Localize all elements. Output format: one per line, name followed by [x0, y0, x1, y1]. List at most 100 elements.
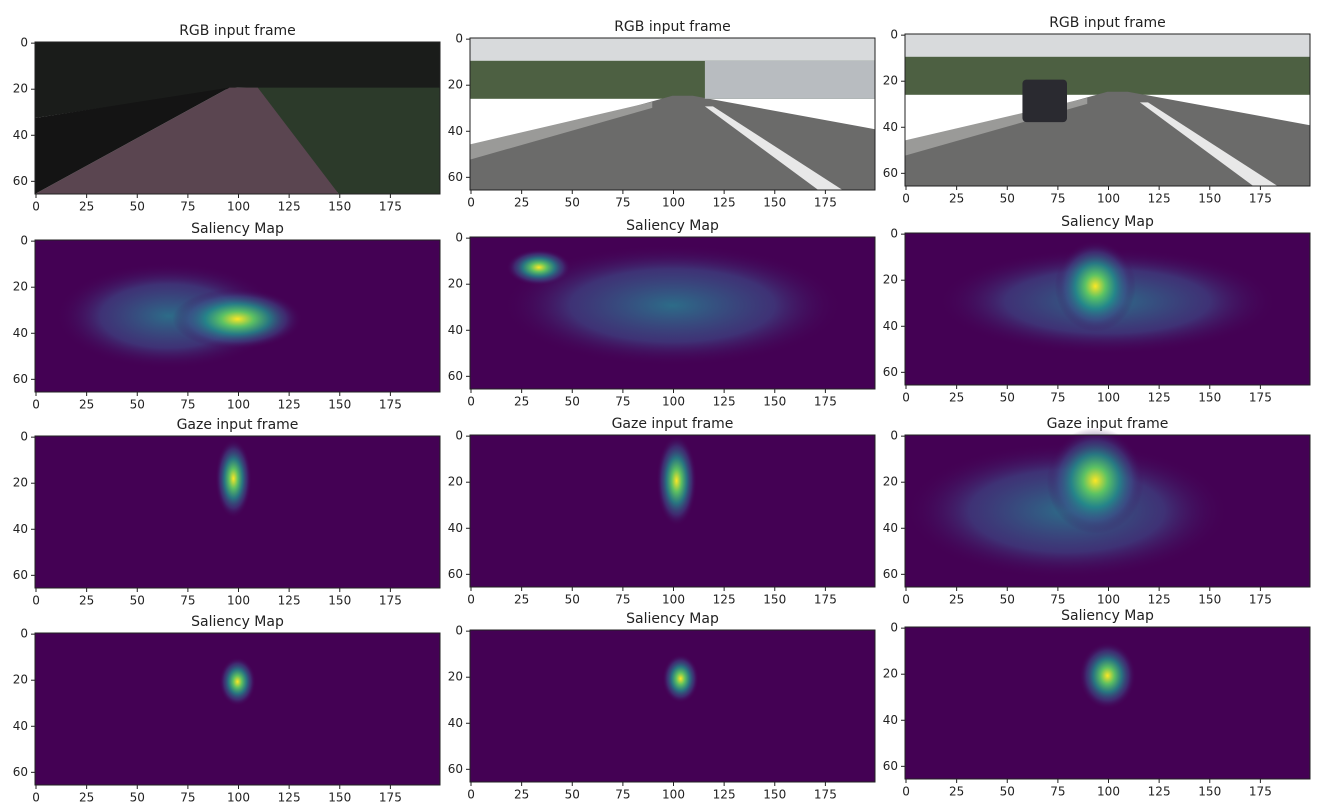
panel: Gaze input frame025507510012515017502040…	[883, 416, 1310, 607]
x-tick-label: 150	[763, 593, 786, 607]
y-tick-label: 60	[883, 567, 898, 581]
x-tick-label: 100	[1097, 192, 1120, 206]
figure: RGB input frame 0 25 50 75 100 125 150 175 0 20 40 6…	[0, 0, 1319, 811]
y-tick-label: 60	[448, 170, 463, 184]
x-tick-label: 50	[130, 200, 145, 214]
x-tick-label: 175	[379, 200, 402, 214]
x-tick-label: 0	[902, 192, 910, 206]
x-tick-label: 50	[130, 791, 145, 805]
x-tick-label: 100	[227, 398, 250, 412]
x-tick-label: 175	[379, 398, 402, 412]
panel: RGB input frame0255075100125150175020406…	[13, 23, 440, 214]
x-tick-label: 175	[1249, 391, 1272, 405]
x-tick-label: 0	[902, 391, 910, 405]
heatmap-blob	[1055, 241, 1136, 332]
x-tick-label: 150	[1198, 192, 1221, 206]
x-tick-label: 25	[949, 785, 964, 799]
x-tick-label: 150	[328, 791, 351, 805]
y-tick-label: 40	[883, 120, 898, 134]
x-tick-label: 50	[1000, 593, 1015, 607]
x-tick-label: 50	[130, 398, 145, 412]
x-tick-label: 75	[180, 594, 195, 608]
panel-title: RGB input frame	[614, 19, 731, 35]
heatmap-blob	[506, 249, 571, 285]
heatmap-background	[470, 630, 875, 782]
x-tick-label: 100	[227, 200, 250, 214]
panel-title: Saliency Map	[1061, 608, 1154, 624]
y-tick-label: 60	[883, 759, 898, 773]
y-tick-label: 40	[13, 128, 28, 142]
heatmap-blob	[173, 289, 303, 350]
x-tick-label: 100	[1097, 391, 1120, 405]
x-tick-label: 125	[1148, 785, 1171, 799]
panel: Saliency Map02550751001251501750204060	[883, 214, 1310, 405]
x-tick-label: 0	[32, 791, 40, 805]
heatmap-blob	[1047, 427, 1144, 533]
y-tick-label: 40	[883, 319, 898, 333]
y-tick-label: 40	[448, 323, 463, 337]
x-tick-label: 0	[32, 398, 40, 412]
y-tick-label: 60	[448, 762, 463, 776]
panel-title: Saliency Map	[191, 614, 284, 630]
x-tick-label: 125	[713, 196, 736, 210]
heatmap-background	[35, 633, 440, 785]
y-tick-label: 40	[448, 716, 463, 730]
y-tick-label: 40	[13, 719, 28, 733]
y-tick-label: 40	[13, 522, 28, 536]
x-tick-label: 25	[949, 391, 964, 405]
x-tick-label: 125	[713, 593, 736, 607]
x-tick-label: 150	[328, 594, 351, 608]
y-tick-label: 0	[890, 429, 898, 443]
x-tick-label: 150	[1198, 785, 1221, 799]
y-tick-label: 40	[883, 713, 898, 727]
x-tick-label: 100	[227, 594, 250, 608]
y-tick-label: 20	[448, 670, 463, 684]
x-tick-label: 50	[565, 788, 580, 802]
y-tick-label: 0	[455, 32, 463, 46]
x-tick-label: 125	[1148, 593, 1171, 607]
x-tick-label: 25	[514, 788, 529, 802]
y-tick-label: 0	[890, 621, 898, 635]
y-tick-label: 20	[13, 280, 28, 294]
x-tick-label: 125	[713, 788, 736, 802]
x-tick-label: 50	[565, 395, 580, 409]
x-tick-label: 75	[1050, 192, 1065, 206]
y-tick-label: 0	[20, 430, 28, 444]
panel-title: Saliency Map	[191, 221, 284, 237]
x-tick-label: 100	[662, 196, 685, 210]
x-tick-label: 25	[79, 398, 94, 412]
x-tick-label: 0	[902, 593, 910, 607]
x-tick-label: 100	[1097, 593, 1120, 607]
y-tick-label: 20	[448, 277, 463, 291]
x-tick-label: 75	[1050, 785, 1065, 799]
panel: RGB input frame0255075100125150175020406…	[448, 19, 875, 210]
y-tick-label: 0	[20, 36, 28, 50]
x-tick-label: 75	[615, 196, 630, 210]
x-tick-label: 150	[1198, 593, 1221, 607]
x-tick-label: 75	[180, 791, 195, 805]
x-tick-label: 150	[763, 196, 786, 210]
heatmap-blob	[219, 657, 255, 706]
y-tick-label: 20	[883, 74, 898, 88]
x-tick-label: 25	[514, 196, 529, 210]
x-tick-label: 75	[180, 200, 195, 214]
x-tick-label: 100	[227, 791, 250, 805]
y-tick-label: 20	[883, 475, 898, 489]
x-tick-label: 75	[1050, 391, 1065, 405]
x-tick-label: 50	[1000, 391, 1015, 405]
x-tick-label: 0	[902, 785, 910, 799]
panel-title: Gaze input frame	[612, 416, 734, 432]
y-tick-label: 60	[448, 369, 463, 383]
y-tick-label: 0	[890, 227, 898, 241]
y-tick-label: 0	[455, 429, 463, 443]
panel-title: Saliency Map	[626, 218, 719, 234]
x-tick-label: 100	[1097, 785, 1120, 799]
x-tick-label: 50	[1000, 785, 1015, 799]
x-tick-label: 175	[814, 788, 837, 802]
x-tick-label: 0	[467, 788, 475, 802]
x-tick-label: 75	[615, 395, 630, 409]
